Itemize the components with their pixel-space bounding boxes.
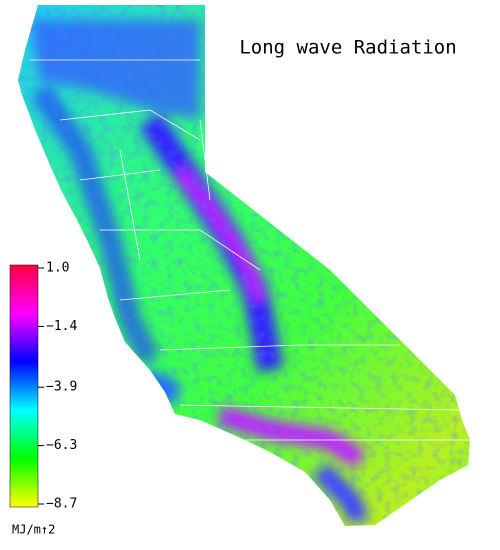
colorbar-tick-label: −3.9	[46, 380, 77, 395]
map-title: Long wave Radiation	[239, 37, 456, 59]
colorbar: 1.0 −1.4 −3.9 −6.3 −8.7	[9, 261, 77, 512]
colorbar-tick-label: −6.3	[46, 438, 77, 453]
colorbar-scale	[9, 264, 39, 508]
colorbar-tick-label: 1.0	[46, 261, 69, 276]
colorbar-unit: MJ/m↑2	[12, 523, 55, 537]
colorbar-tick-label: −8.7	[46, 497, 77, 512]
colorbar-tick-label: −1.4	[46, 319, 77, 334]
